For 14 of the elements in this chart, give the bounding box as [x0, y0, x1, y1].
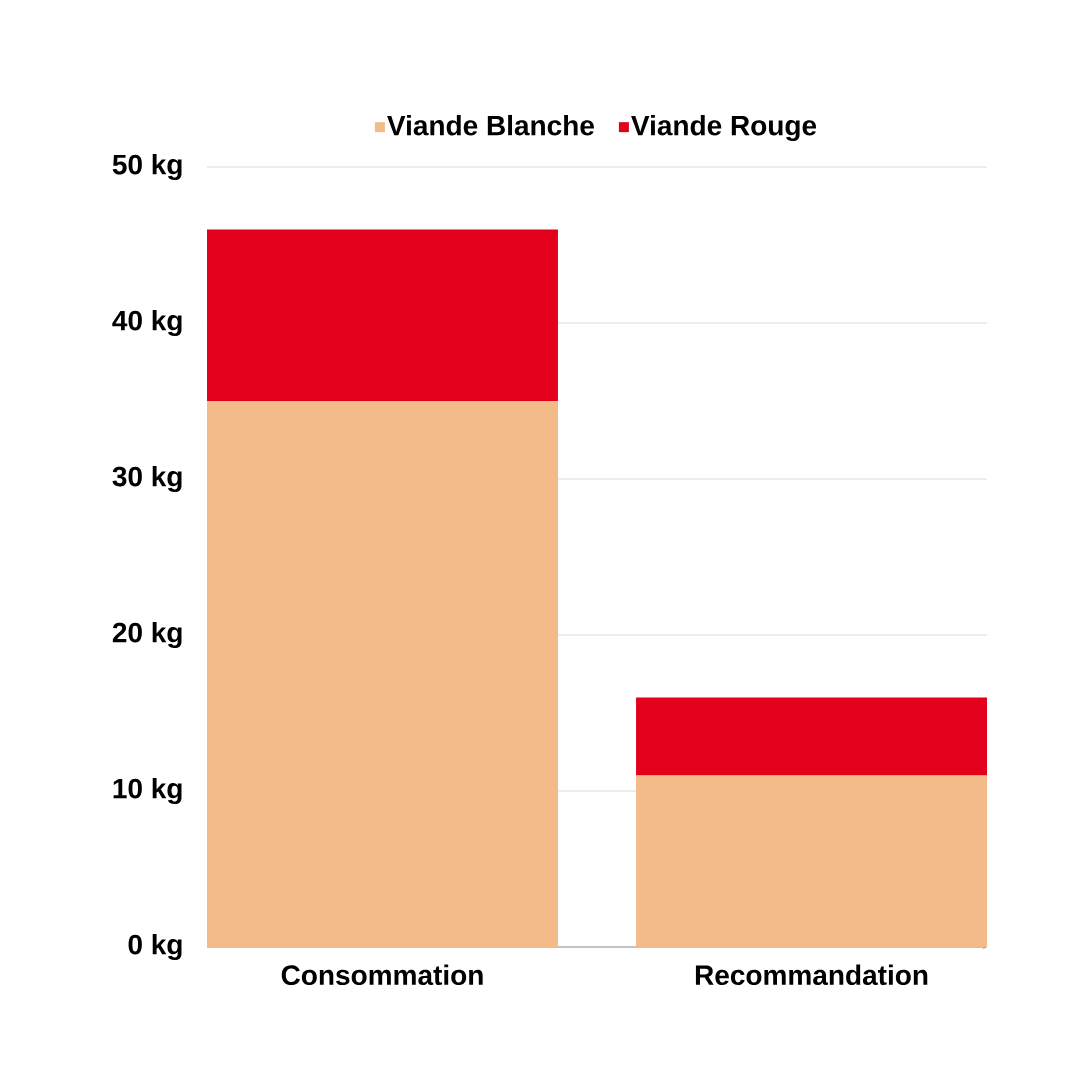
- legend-label: Viande Blanche: [387, 114, 594, 136]
- y-tick-label: 20 kg: [112, 621, 182, 649]
- y-tick-label: 10 kg: [113, 777, 182, 805]
- y-tick-label: 40 kg: [112, 309, 182, 337]
- legend-label: Viande Rouge: [631, 114, 817, 142]
- y-tick-label: 50 kg: [112, 153, 182, 181]
- bar: [207, 229, 558, 401]
- y-tick-label: 30 kg: [112, 465, 182, 493]
- x-tick-label: Consommation: [281, 964, 483, 986]
- bar: [636, 775, 988, 947]
- x-tick-label: Recommandation: [695, 964, 928, 986]
- y-tick-label: 0 kg: [128, 933, 182, 961]
- bar: [207, 401, 558, 947]
- bar: [636, 697, 988, 776]
